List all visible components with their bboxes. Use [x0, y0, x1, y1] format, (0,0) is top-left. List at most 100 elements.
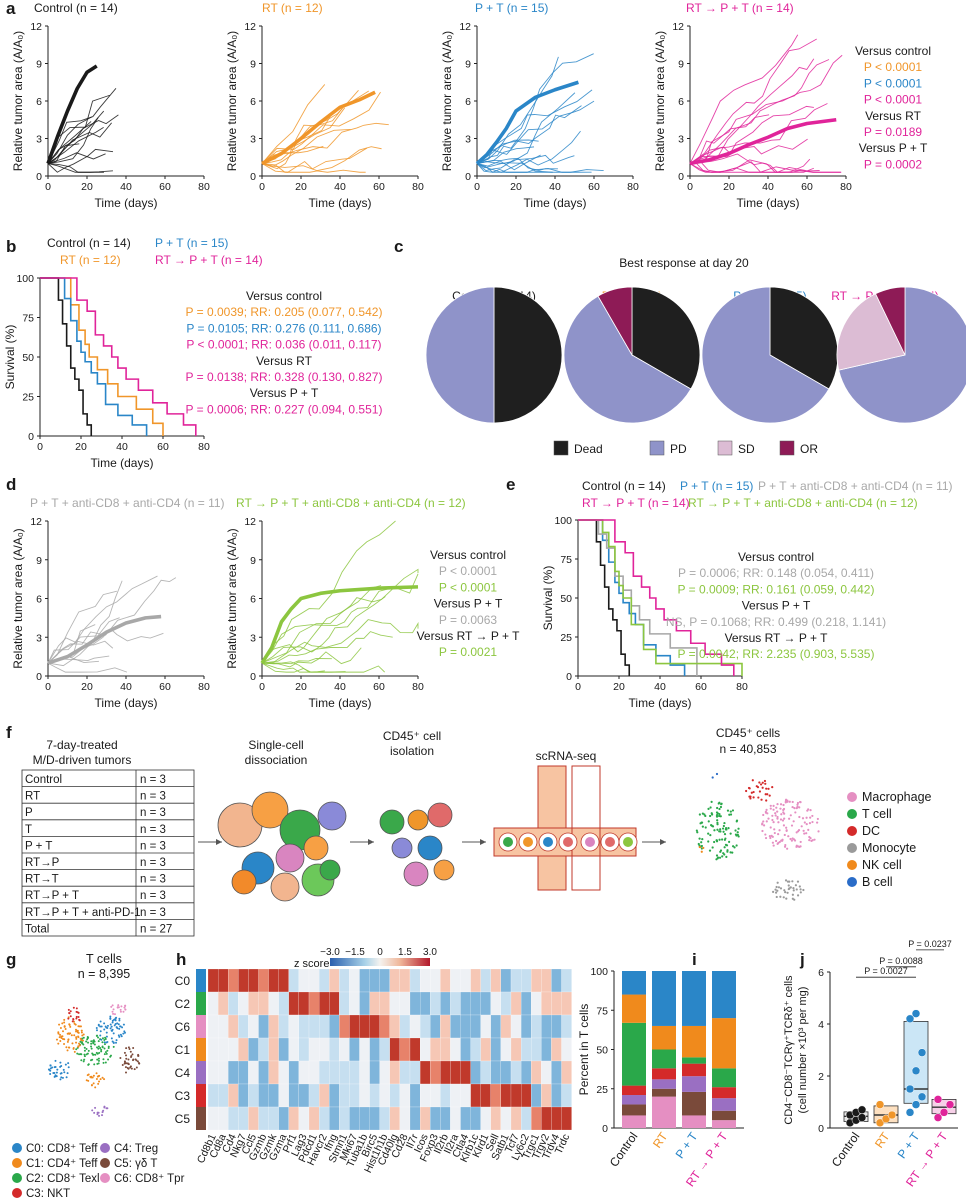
y-axis-title: Relative tumor area (A/A₀) — [225, 31, 239, 171]
table-cell: n = 3 — [140, 807, 166, 819]
umap-point — [90, 1042, 93, 1045]
individual-curve — [261, 647, 362, 668]
umap-point — [737, 827, 740, 830]
heatmap-cell — [218, 1106, 229, 1131]
heatmap-cell — [561, 1106, 572, 1131]
heatmap-cell — [228, 1014, 239, 1039]
pie-slice — [769, 286, 839, 390]
heatmap-cell — [440, 1083, 451, 1108]
x-tick-label: 40 — [334, 681, 346, 693]
umap-point — [83, 1046, 86, 1049]
umap-point — [765, 799, 768, 802]
umap-point — [109, 1023, 112, 1026]
umap-point — [47, 1068, 50, 1071]
umap-point — [797, 845, 800, 848]
umap-point — [772, 804, 775, 807]
heatmap-cell — [369, 991, 380, 1016]
x-tick-label: 0 — [37, 441, 43, 453]
heatmap-cell — [420, 1037, 431, 1062]
umap-point — [784, 879, 788, 882]
legend-label: Control (n = 14) — [47, 236, 131, 250]
umap-point — [83, 1049, 86, 1052]
umap-point — [719, 849, 723, 852]
y-tick-label: 3 — [36, 632, 42, 644]
umap-point — [782, 896, 785, 899]
umap-point — [132, 1059, 135, 1062]
umap-point — [67, 1008, 70, 1011]
data-point — [887, 1110, 897, 1120]
umap-point — [73, 1022, 76, 1025]
heatmap-cell — [369, 1060, 380, 1085]
x-category-label: P + T — [895, 1129, 923, 1161]
heatmap-cell — [460, 968, 471, 993]
umap-point — [118, 1027, 121, 1030]
y-tick-label: 12 — [244, 21, 256, 33]
umap-point — [75, 1015, 78, 1018]
umap-point — [102, 1058, 105, 1061]
legend-label: RT → P + T (n = 14) — [582, 496, 690, 510]
x-tick-label: 20 — [613, 681, 625, 693]
legend-label: C4: Treg — [114, 1143, 158, 1155]
heatmap-cell — [258, 991, 269, 1016]
step-label: n = 40,853 — [719, 742, 776, 756]
umap-point — [771, 814, 774, 817]
heatmap-cell — [399, 968, 411, 993]
stat-text: P = 0.0021 — [439, 645, 497, 659]
heatmap-cell — [520, 1037, 532, 1062]
individual-curve — [261, 520, 396, 664]
stat-text: P = 0.0138; RR: 0.328 (0.130, 0.827) — [186, 370, 383, 384]
umap-point — [101, 1037, 104, 1040]
arrow-head — [660, 839, 666, 845]
heatmap-cell — [561, 1060, 572, 1085]
heatmap-cell — [440, 1037, 451, 1062]
umap-point — [123, 1062, 126, 1065]
umap-point — [85, 1079, 88, 1082]
heatmap-cell — [359, 1083, 370, 1108]
heatmap-cell — [389, 1060, 400, 1085]
heatmap-cell — [379, 968, 390, 993]
stacked-bar — [622, 1085, 646, 1096]
umap-point — [731, 851, 734, 854]
umap-point — [763, 779, 767, 783]
umap-point — [97, 1082, 100, 1085]
individual-curve — [476, 163, 592, 173]
umap-point — [106, 1049, 109, 1052]
step-label: CD45⁺ cell — [383, 729, 441, 743]
umap-point — [71, 1020, 74, 1023]
umap-point — [87, 1079, 90, 1082]
y-tick-label: 2 — [818, 1071, 824, 1083]
umap-point — [783, 889, 786, 892]
umap-point — [75, 1048, 78, 1051]
heatmap-cell — [248, 991, 259, 1016]
umap-point — [97, 1062, 100, 1065]
data-point — [905, 1084, 915, 1094]
table-cell: n = 3 — [140, 824, 166, 836]
heatmap-cell — [450, 1014, 461, 1039]
umap-point — [779, 818, 783, 821]
panel-label-b: b — [6, 237, 16, 256]
individual-curve — [47, 117, 99, 164]
heatmap-cell — [389, 968, 400, 993]
umap-point — [111, 1004, 114, 1007]
colorbar-label: z score — [294, 958, 329, 970]
umap-point — [700, 850, 703, 853]
umap-point — [105, 1031, 108, 1034]
umap-point — [718, 856, 722, 859]
umap-point — [103, 1038, 106, 1041]
x-tick-label: 60 — [695, 681, 707, 693]
umap-point — [119, 1010, 122, 1013]
umap-point — [91, 1109, 94, 1112]
umap-point — [129, 1065, 132, 1068]
umap-point — [106, 1024, 109, 1027]
individual-curve — [476, 92, 576, 164]
heatmap-cell — [339, 1014, 350, 1039]
data-point — [917, 1048, 927, 1057]
individual-curve — [689, 161, 842, 173]
umap-point — [97, 1045, 100, 1048]
y-tick-label: 50 — [22, 352, 34, 364]
heatmap-cell — [379, 991, 390, 1016]
umap-point — [776, 810, 779, 813]
umap-point — [775, 806, 778, 809]
umap-point — [110, 1029, 113, 1032]
umap-point — [718, 838, 721, 841]
